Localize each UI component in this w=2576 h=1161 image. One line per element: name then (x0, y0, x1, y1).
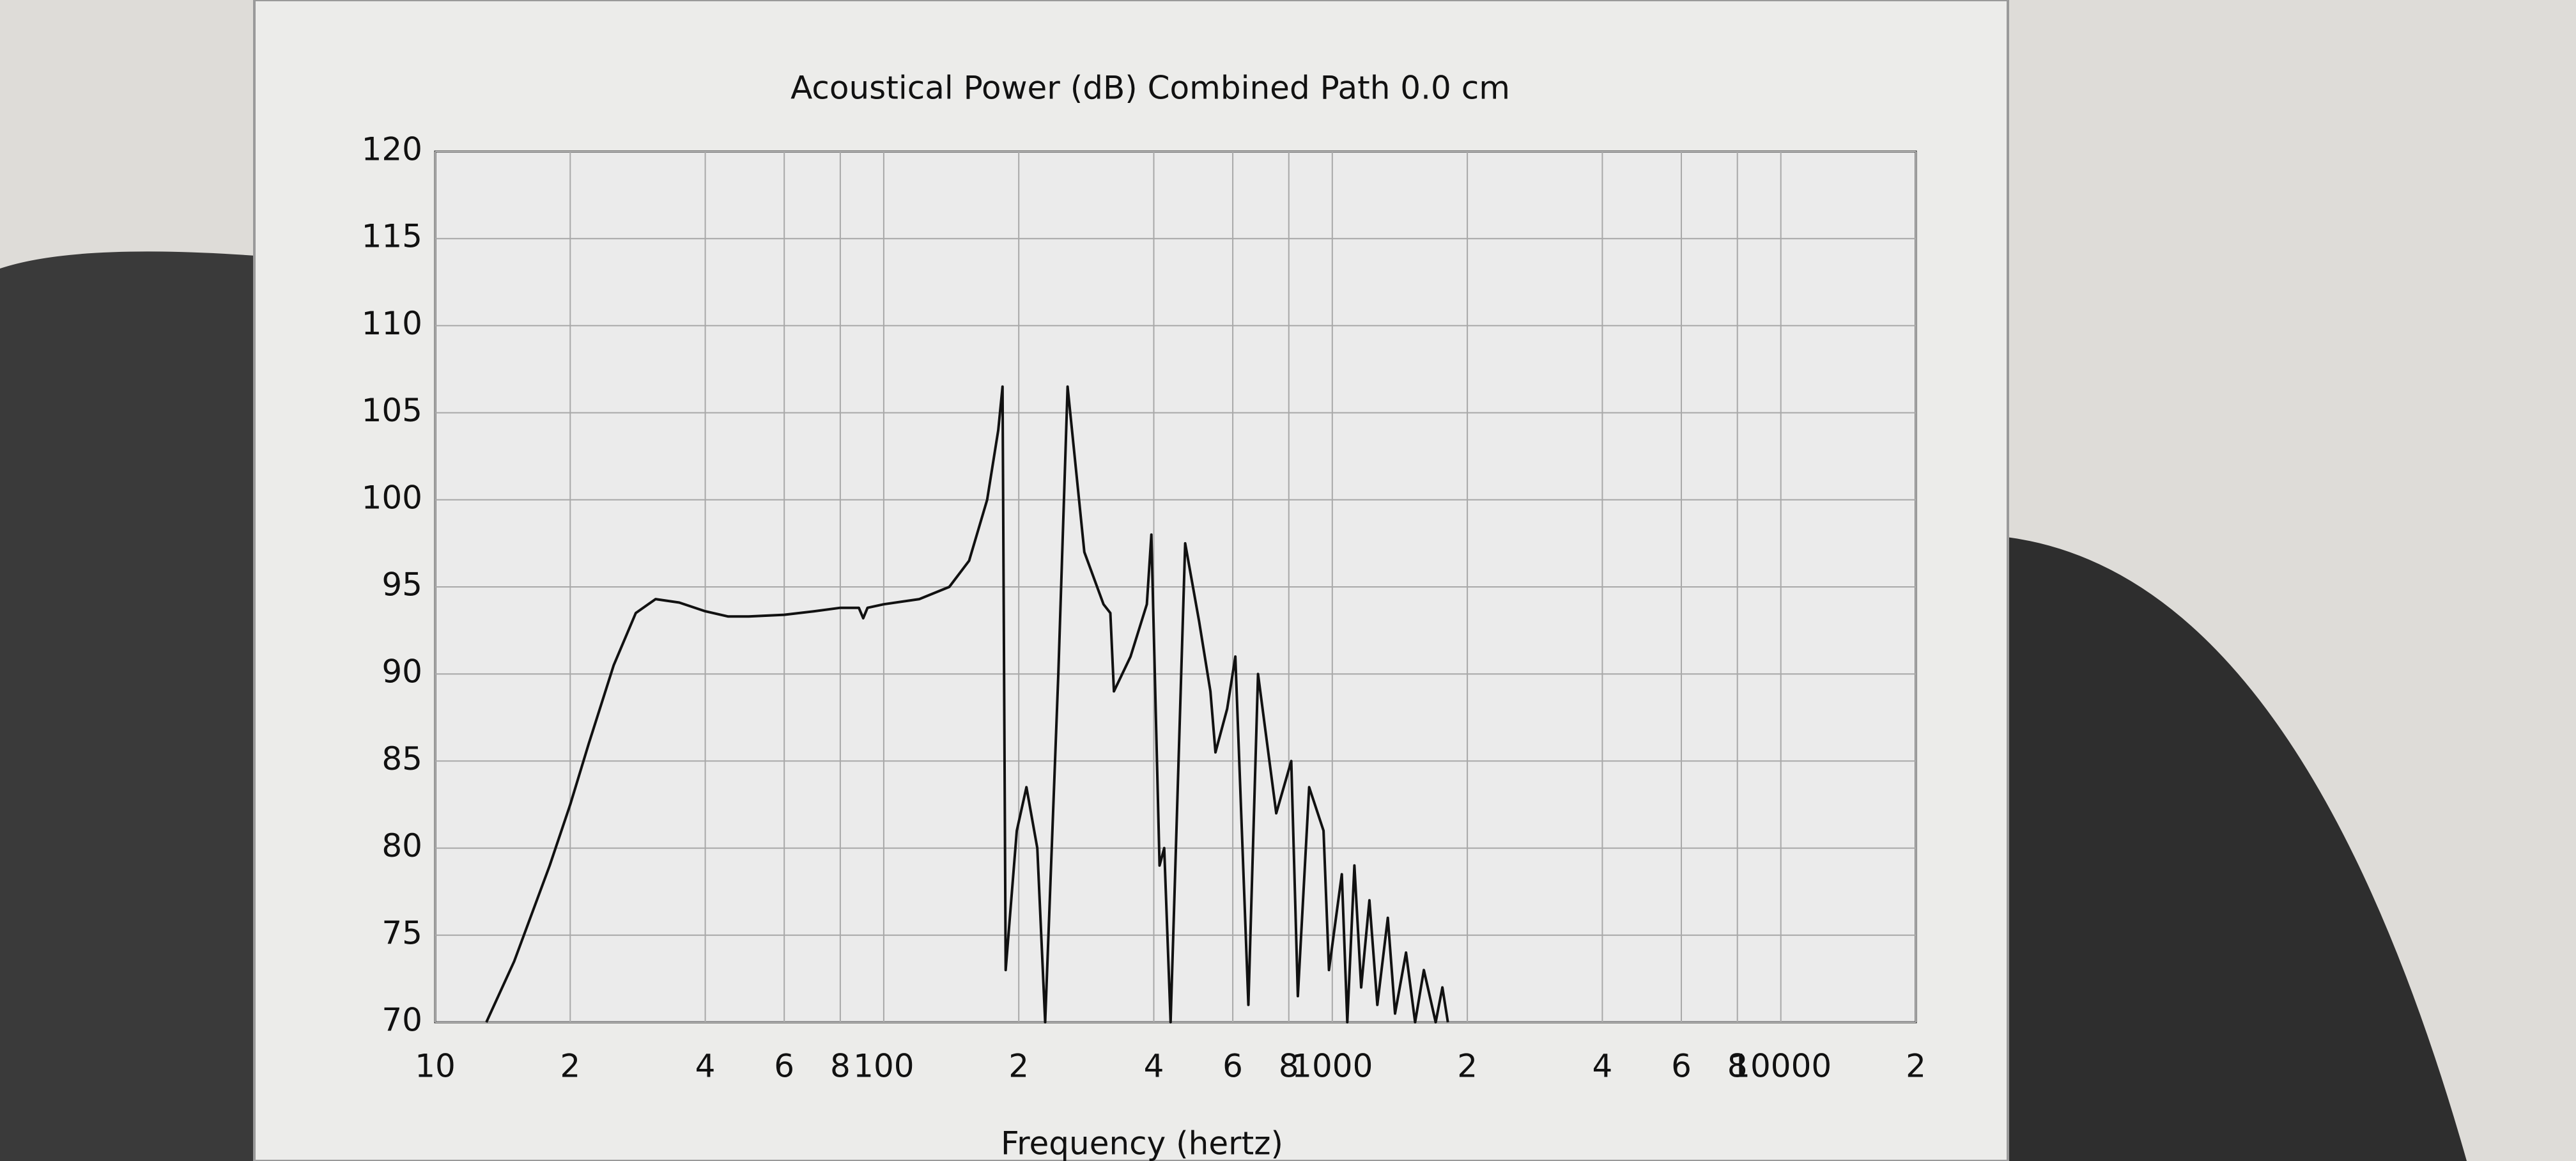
x-tick-label: 2 (1906, 1048, 1926, 1085)
x-tick-label: 6 (1671, 1048, 1692, 1085)
y-tick-label: 80 (382, 827, 422, 864)
y-tick-label: 105 (362, 392, 422, 429)
x-tick-label: 10000 (1730, 1048, 1832, 1085)
x-tick-label: 1000 (1292, 1048, 1373, 1085)
x-tick-label: 2 (560, 1048, 580, 1085)
x-tick-label: 8 (1279, 1048, 1299, 1085)
x-tick-label: 6 (1222, 1048, 1243, 1085)
y-tick-label: 75 (382, 914, 422, 951)
x-tick-label: 2 (1457, 1048, 1477, 1085)
x-tick-label: 2 (1008, 1048, 1029, 1085)
y-tick-label: 100 (362, 479, 422, 516)
x-tick-label: 8 (1727, 1048, 1748, 1085)
x-axis-label: Frequency (hertz) (1001, 1125, 1283, 1161)
x-tick-label: 6 (774, 1048, 794, 1085)
y-tick-label: 115 (362, 218, 422, 255)
y-tick-label: 95 (382, 566, 422, 604)
x-tick-label: 10 (415, 1048, 456, 1085)
y-tick-label: 85 (382, 740, 422, 777)
x-tick-label: 4 (1144, 1048, 1164, 1085)
y-tick-label: 90 (382, 653, 422, 690)
chart-title: Acoustical Power (dB) Combined Path 0.0 … (791, 70, 1510, 107)
x-tick-label: 4 (695, 1048, 716, 1085)
x-tick-label: 100 (853, 1048, 914, 1085)
x-tick-label: 8 (830, 1048, 851, 1085)
y-tick-label: 70 (382, 1002, 422, 1039)
photo-left (0, 251, 256, 1161)
y-tick-label: 110 (362, 305, 422, 342)
photo-right (2007, 537, 2467, 1161)
x-tick-label: 4 (1592, 1048, 1612, 1085)
data-line (485, 385, 1449, 1024)
y-tick-label: 120 (362, 131, 422, 168)
